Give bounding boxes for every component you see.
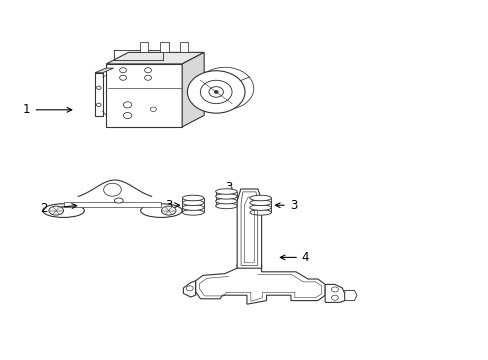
Ellipse shape [215,194,237,199]
Polygon shape [325,284,344,302]
Ellipse shape [249,195,271,201]
Polygon shape [344,291,356,301]
Ellipse shape [161,206,176,215]
Circle shape [103,183,121,196]
Text: 3: 3 [224,181,232,194]
Polygon shape [237,189,261,268]
Text: 1: 1 [23,103,72,116]
Polygon shape [183,281,195,297]
Circle shape [214,90,218,94]
Ellipse shape [182,195,203,201]
Ellipse shape [49,206,63,215]
Ellipse shape [114,198,123,203]
Polygon shape [95,68,113,73]
Polygon shape [195,265,325,304]
Ellipse shape [182,210,203,215]
Polygon shape [182,52,203,127]
Ellipse shape [182,200,203,206]
Ellipse shape [249,210,271,215]
Polygon shape [63,202,161,207]
Ellipse shape [182,205,203,210]
Polygon shape [106,52,203,64]
Text: 3: 3 [275,199,297,212]
Ellipse shape [215,189,237,194]
Polygon shape [106,64,182,127]
Text: 2: 2 [40,202,77,215]
Ellipse shape [249,205,271,210]
Ellipse shape [249,200,271,206]
Ellipse shape [43,204,84,217]
Polygon shape [160,42,168,52]
Polygon shape [95,73,102,116]
Circle shape [187,71,244,113]
Polygon shape [180,42,188,52]
Text: 3: 3 [164,199,179,212]
Ellipse shape [140,204,182,217]
Polygon shape [140,42,148,52]
Ellipse shape [215,198,237,204]
Ellipse shape [215,203,237,209]
Text: 4: 4 [280,251,309,264]
